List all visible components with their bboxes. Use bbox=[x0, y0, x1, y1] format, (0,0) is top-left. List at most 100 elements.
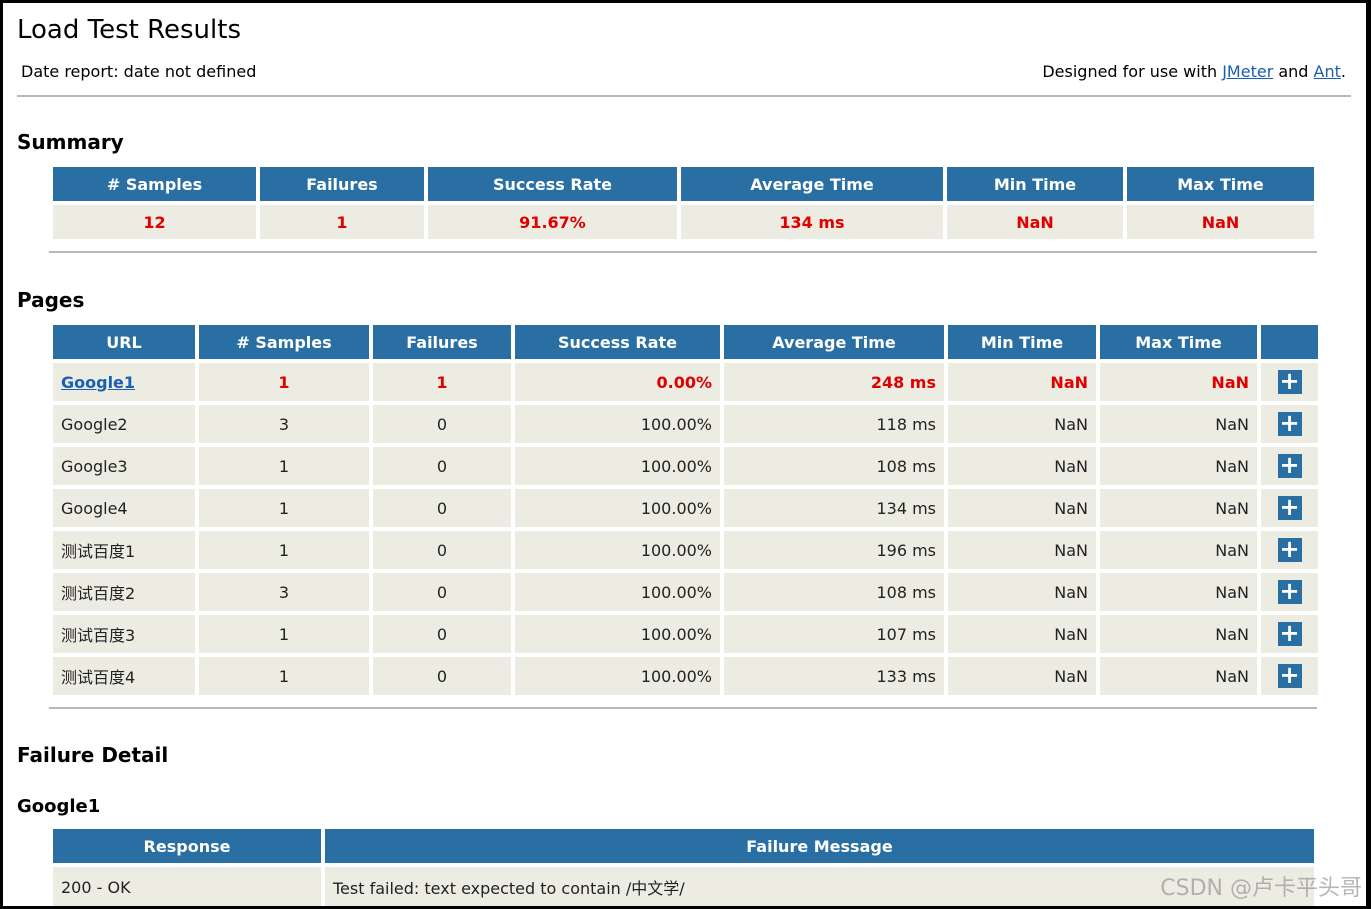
expand-plus-icon[interactable]: + bbox=[1277, 409, 1302, 437]
cell-failures: 0 bbox=[373, 531, 511, 569]
summary-col-average-time: Average Time bbox=[681, 167, 943, 201]
failure-detail-heading: Failure Detail bbox=[17, 743, 169, 767]
cell-average-time: 248 ms bbox=[724, 363, 944, 401]
designed-prefix: Designed for use with bbox=[1042, 62, 1223, 81]
pages-col-samples: # Samples bbox=[199, 325, 369, 359]
summary-col-failures: Failures bbox=[260, 167, 424, 201]
table-row: 测试百度1 1 0 100.00% 196 ms NaN NaN + bbox=[53, 531, 1318, 569]
period: . bbox=[1340, 62, 1346, 81]
cell-max-time: NaN bbox=[1100, 573, 1257, 611]
table-row: Google2 3 0 100.00% 118 ms NaN NaN + bbox=[53, 405, 1318, 443]
cell-average-time: 118 ms bbox=[724, 405, 944, 443]
designed-for-line: Designed for use with JMeter and Ant. bbox=[1042, 62, 1346, 81]
and-text: and bbox=[1273, 62, 1314, 81]
table-row: 测试百度4 1 0 100.00% 133 ms NaN NaN + bbox=[53, 657, 1318, 695]
cell-url: 测试百度1 bbox=[53, 531, 195, 569]
cell-samples: 3 bbox=[199, 573, 369, 611]
cell-max-time: NaN bbox=[1100, 447, 1257, 485]
cell-average-time: 196 ms bbox=[724, 531, 944, 569]
failure-col-response: Response bbox=[53, 829, 321, 863]
cell-samples: 1 bbox=[199, 363, 369, 401]
summary-failures: 1 bbox=[260, 205, 424, 239]
cell-min-time: NaN bbox=[948, 489, 1096, 527]
summary-max-time: NaN bbox=[1127, 205, 1314, 239]
cell-url: Google2 bbox=[53, 405, 195, 443]
cell-max-time: NaN bbox=[1100, 405, 1257, 443]
cell-average-time: 108 ms bbox=[724, 447, 944, 485]
cell-max-time: NaN bbox=[1100, 489, 1257, 527]
cell-samples: 1 bbox=[199, 657, 369, 695]
expand-plus-icon[interactable]: + bbox=[1277, 577, 1302, 605]
cell-samples: 1 bbox=[199, 447, 369, 485]
expand-plus-icon[interactable]: + bbox=[1277, 451, 1302, 479]
summary-header-row: # Samples Failures Success Rate Average … bbox=[53, 167, 1314, 201]
pages-col-expand bbox=[1261, 325, 1318, 359]
summary-col-samples: # Samples bbox=[53, 167, 256, 201]
cell-url: Google3 bbox=[53, 447, 195, 485]
pages-col-failures: Failures bbox=[373, 325, 511, 359]
cell-success-rate: 100.00% bbox=[515, 573, 720, 611]
summary-col-min-time: Min Time bbox=[947, 167, 1123, 201]
expand-plus-icon[interactable]: + bbox=[1277, 493, 1302, 521]
cell-min-time: NaN bbox=[948, 657, 1096, 695]
cell-samples: 3 bbox=[199, 405, 369, 443]
pages-col-max-time: Max Time bbox=[1100, 325, 1257, 359]
cell-url: 测试百度2 bbox=[53, 573, 195, 611]
summary-heading: Summary bbox=[17, 130, 124, 154]
cell-samples: 1 bbox=[199, 489, 369, 527]
expand-plus-icon[interactable]: + bbox=[1277, 619, 1302, 647]
summary-table: # Samples Failures Success Rate Average … bbox=[49, 163, 1318, 243]
ant-link[interactable]: Ant bbox=[1313, 62, 1341, 81]
cell-min-time: NaN bbox=[948, 615, 1096, 653]
cell-average-time: 134 ms bbox=[724, 489, 944, 527]
page-link-google1[interactable]: Google1 bbox=[61, 372, 136, 392]
failure-detail-table: Response Failure Message 200 - OK Test f… bbox=[49, 825, 1318, 906]
cell-failures: 0 bbox=[373, 573, 511, 611]
cell-min-time: NaN bbox=[948, 363, 1096, 401]
cell-failures: 0 bbox=[373, 615, 511, 653]
cell-failures: 0 bbox=[373, 405, 511, 443]
expand-plus-icon[interactable]: + bbox=[1277, 535, 1302, 563]
report-page: Load Test Results Date report: date not … bbox=[3, 3, 1366, 906]
date-report: Date report: date not defined bbox=[21, 62, 257, 81]
pages-col-average-time: Average Time bbox=[724, 325, 944, 359]
cell-min-time: NaN bbox=[948, 405, 1096, 443]
pages-table: URL # Samples Failures Success Rate Aver… bbox=[49, 321, 1322, 699]
cell-max-time: NaN bbox=[1100, 531, 1257, 569]
pages-col-success-rate: Success Rate bbox=[515, 325, 720, 359]
cell-samples: 1 bbox=[199, 531, 369, 569]
pages-col-url: URL bbox=[53, 325, 195, 359]
table-row: 测试百度3 1 0 100.00% 107 ms NaN NaN + bbox=[53, 615, 1318, 653]
cell-success-rate: 0.00% bbox=[515, 363, 720, 401]
cell-failures: 1 bbox=[373, 363, 511, 401]
cell-url: 测试百度3 bbox=[53, 615, 195, 653]
summary-min-time: NaN bbox=[947, 205, 1123, 239]
cell-max-time: NaN bbox=[1100, 363, 1257, 401]
cell-failures: 0 bbox=[373, 657, 511, 695]
page-title: Load Test Results bbox=[17, 15, 241, 45]
summary-col-max-time: Max Time bbox=[1127, 167, 1314, 201]
cell-success-rate: 100.00% bbox=[515, 531, 720, 569]
cell-success-rate: 100.00% bbox=[515, 657, 720, 695]
table-row: Google1 1 1 0.00% 248 ms NaN NaN + bbox=[53, 363, 1318, 401]
table-row: 200 - OK Test failed: text expected to c… bbox=[53, 867, 1314, 906]
table-row: 测试百度2 3 0 100.00% 108 ms NaN NaN + bbox=[53, 573, 1318, 611]
cell-failures: 0 bbox=[373, 489, 511, 527]
cell-url: 测试百度4 bbox=[53, 657, 195, 695]
cell-samples: 1 bbox=[199, 615, 369, 653]
summary-col-success-rate: Success Rate bbox=[428, 167, 677, 201]
table-row: Google4 1 0 100.00% 134 ms NaN NaN + bbox=[53, 489, 1318, 527]
cell-success-rate: 100.00% bbox=[515, 489, 720, 527]
cell-min-time: NaN bbox=[948, 447, 1096, 485]
cell-success-rate: 100.00% bbox=[515, 405, 720, 443]
pages-divider bbox=[49, 707, 1317, 709]
expand-plus-icon[interactable]: + bbox=[1277, 661, 1302, 689]
pages-header-row: URL # Samples Failures Success Rate Aver… bbox=[53, 325, 1318, 359]
table-row: Google3 1 0 100.00% 108 ms NaN NaN + bbox=[53, 447, 1318, 485]
header-divider bbox=[17, 95, 1351, 97]
summary-success-rate: 91.67% bbox=[428, 205, 677, 239]
failure-header-row: Response Failure Message bbox=[53, 829, 1314, 863]
expand-plus-icon[interactable]: + bbox=[1277, 367, 1302, 395]
jmeter-link[interactable]: JMeter bbox=[1222, 62, 1274, 81]
cell-url: Google4 bbox=[53, 489, 195, 527]
